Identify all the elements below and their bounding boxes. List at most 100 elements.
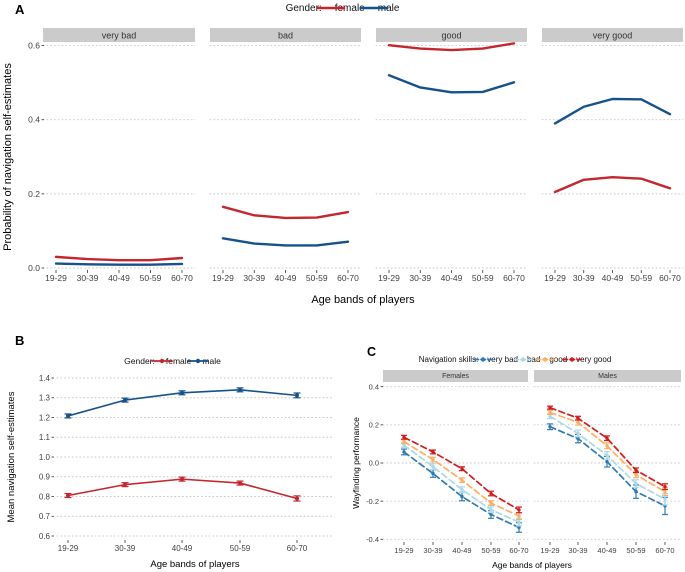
y-tick-label: 0.6: [39, 532, 51, 541]
panel-b-legend: Gender: female male: [0, 354, 345, 368]
panel-b-plot: 19-29 30-39 40-49 50-59 60-70 0.6 0.7 0.8 0.9 1.0…: [6, 374, 334, 570]
x-tick-label: 60-70: [659, 273, 681, 283]
x-tick-label: 30-39: [573, 273, 595, 283]
x-axis-title: Age bands of players: [150, 559, 240, 570]
x-tick-label: 50-59: [230, 544, 251, 553]
legend-item-male: male: [359, 3, 399, 14]
x-tick-label: 60-70: [503, 273, 525, 283]
x-tick-label: 30-39: [568, 546, 587, 555]
series-line: [387, 74, 516, 94]
legend-title: Navigation skills:: [418, 355, 479, 364]
panel-c-label: C: [367, 345, 377, 359]
facet-strip-label: very good: [593, 31, 633, 41]
data-point: [295, 496, 299, 501]
legend-item-female: female: [150, 356, 192, 366]
x-axis: 19-29 30-39 40-49 50-59 60-70: [394, 542, 529, 555]
y-tick-label: 1.3: [39, 394, 51, 403]
facet-very-good: 19-29 30-39 40-49 50-59 60-70 very good: [541, 28, 684, 283]
x-tick-label: 60-70: [287, 544, 308, 553]
x-tick-label: 40-49: [441, 273, 463, 283]
data-point: [517, 508, 521, 512]
legend-item-label: female: [165, 356, 192, 366]
data-point: [489, 501, 493, 505]
x-axis: 19-29 30-39 40-49 50-59 60-70: [378, 270, 525, 283]
data-point: [402, 439, 406, 444]
series-female: [387, 42, 516, 52]
series-line: [67, 478, 298, 500]
data-point: [605, 444, 609, 448]
series-male: [221, 237, 350, 247]
data-point: [431, 450, 435, 454]
data-point: [431, 457, 435, 462]
facet-strip-label: good: [441, 31, 461, 41]
data-point: [576, 431, 580, 436]
data-point: [548, 405, 552, 410]
series-line: [221, 205, 350, 220]
series-line: [54, 255, 184, 262]
y-axis-title: Probability of navigation self-estimates: [2, 63, 14, 251]
x-tick-label: 50-59: [306, 273, 328, 283]
x-axis: 19-29 30-39 40-49 50-59 60-70: [212, 270, 359, 283]
facet-B: 19-29 30-39 40-49 50-59 60-70: [56, 377, 334, 553]
panel-a-legend: Gender: female male: [0, 0, 685, 16]
series-female: [221, 205, 350, 220]
y-tick-label: 0.8: [39, 492, 51, 501]
series-very-good: [401, 434, 522, 514]
legend-item-bad: bad: [513, 355, 540, 364]
x-tick-label: 40-49: [275, 273, 297, 283]
facet-very-bad: 19-29 30-39 40-49 50-59 60-70 very bad: [42, 28, 196, 283]
data-point: [634, 468, 638, 472]
x-tick-label: 40-49: [452, 546, 471, 555]
data-point: [663, 497, 667, 501]
facet-bad: 19-29 30-39 40-49 50-59 60-70 bad: [209, 28, 362, 283]
data-point: [576, 436, 580, 441]
facet-strip: [376, 28, 527, 42]
series-very-bad: [547, 423, 668, 516]
facet-strip: [542, 28, 683, 42]
y-axis-title: Wayfinding performance: [351, 417, 361, 509]
data-point: [576, 420, 580, 425]
x-tick-label: 19-29: [540, 546, 559, 555]
series-line: [549, 406, 666, 488]
y-tick-label: 0.4: [369, 382, 379, 391]
data-point: [548, 410, 552, 415]
x-tick-label: 50-59: [626, 546, 645, 555]
data-point: [180, 477, 184, 482]
y-tick-label: 0.2: [369, 420, 379, 429]
x-tick-label: 30-39: [115, 544, 136, 553]
y-tick-label: 0.0: [369, 459, 379, 468]
legend-item-female: female: [316, 3, 365, 14]
y-axis: -0.4 -0.2 0.0 0.2 0.4: [366, 382, 383, 544]
data-point: [634, 481, 638, 486]
series-female: [54, 255, 184, 262]
series-good: [401, 439, 522, 521]
x-tick-label: 30-39: [409, 273, 431, 283]
legend-item-label: male: [202, 356, 221, 366]
data-point: [402, 450, 406, 454]
x-tick-label: 30-39: [77, 273, 99, 283]
series-line: [553, 97, 672, 125]
data-point: [431, 471, 435, 476]
legend-title: Gender:: [124, 356, 155, 366]
data-point: [605, 436, 609, 440]
x-tick-label: 19-29: [394, 546, 413, 555]
x-tick-label: 19-29: [544, 273, 566, 283]
legend-item-male: male: [187, 356, 221, 366]
data-point: [663, 489, 667, 494]
data-point: [663, 484, 667, 489]
data-point: [66, 493, 70, 498]
panel-c-legend: Navigation skills: very bad bad good very go…: [345, 353, 685, 366]
data-point: [576, 416, 580, 420]
x-tick-label: 40-49: [108, 273, 130, 283]
data-point: [180, 390, 184, 395]
data-point: [634, 489, 638, 494]
series-bad: [401, 442, 522, 527]
series-very-good: [547, 405, 668, 491]
series-line: [54, 262, 184, 266]
x-tick-label: 60-70: [171, 273, 193, 283]
facet-strip-label: Males: [598, 373, 617, 380]
y-tick-label: 1.1: [39, 433, 51, 442]
legend-item-label: good: [549, 355, 568, 364]
data-point: [123, 482, 127, 487]
